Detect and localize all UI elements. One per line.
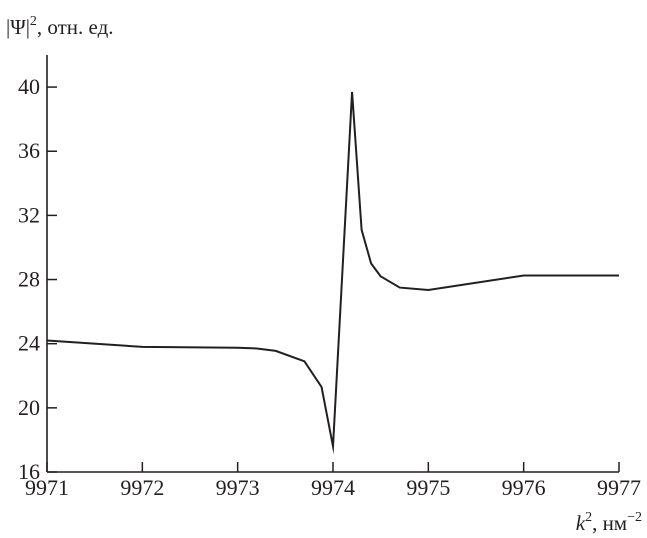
series-layer xyxy=(46,91,619,455)
y-axis-title: |Ψ|2, отн. ед. xyxy=(6,14,114,39)
y-tick-label: 20 xyxy=(18,395,40,420)
x-tick-label: 9973 xyxy=(216,475,260,500)
y-tick-label: 32 xyxy=(18,202,40,227)
x-tick-label: 9974 xyxy=(311,475,355,500)
x-tick-label: 9975 xyxy=(406,475,450,500)
series-line xyxy=(46,91,619,455)
y-tick-label: 24 xyxy=(18,331,40,356)
x-tick-label: 9971 xyxy=(25,475,69,500)
x-tick-label: 9977 xyxy=(597,475,641,500)
ticks-layer xyxy=(46,86,620,473)
y-tick-label: 28 xyxy=(18,267,40,292)
tick-labels-layer: 9971 9972 9973 9974 9975 9976 9977 16 20 24 28 32 36… xyxy=(18,74,641,500)
axes-layer xyxy=(46,55,619,473)
x-tick-label: 9976 xyxy=(502,475,546,500)
x-tick-label: 9972 xyxy=(120,475,164,500)
y-tick-label: 16 xyxy=(18,459,40,484)
x-axis-title: k2, нм−2 xyxy=(576,510,642,535)
y-tick-label: 36 xyxy=(18,138,40,163)
y-tick-label: 40 xyxy=(18,74,40,99)
